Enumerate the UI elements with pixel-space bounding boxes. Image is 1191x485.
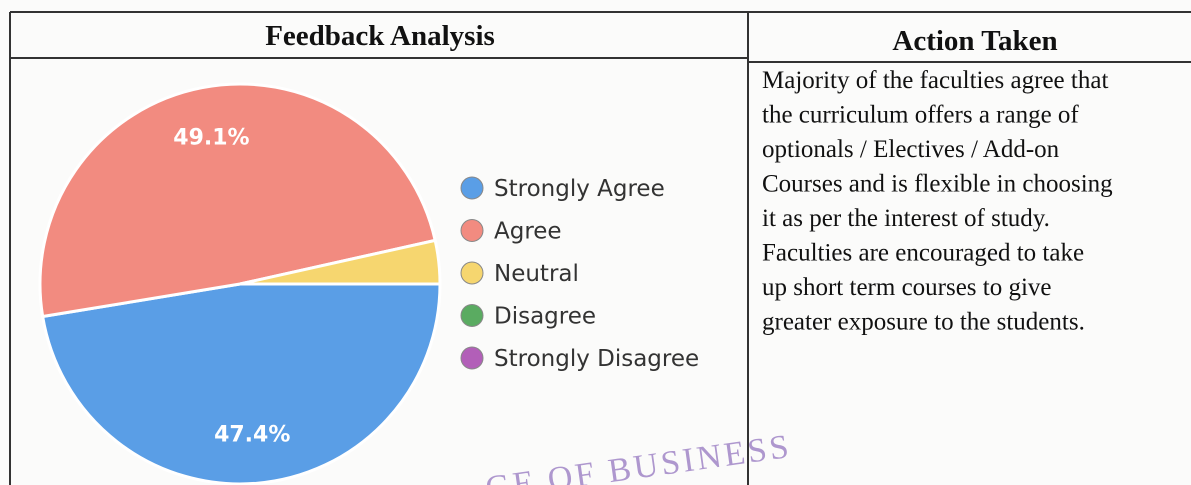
pie-slice (38, 82, 437, 319)
action-line: up short term courses to give (762, 274, 1052, 301)
action-line: optionals / Electives / Add-on (762, 136, 1060, 163)
pie-slice (40, 282, 442, 485)
legend-label: Strongly Disagree (494, 346, 699, 372)
pie-slice (239, 238, 442, 286)
legend-swatch (460, 176, 484, 200)
header: Action Taken (892, 25, 1057, 57)
header: Feedback Analysis (265, 20, 495, 52)
action-line: Faculties are encouraged to take (762, 240, 1084, 267)
action-line: it as per the interest of study. (762, 205, 1050, 232)
action-line: Courses and is flexible in choosing (762, 171, 1113, 198)
legend-label: Agree (494, 219, 562, 245)
slice-label: 49.1% (173, 126, 249, 151)
legend-label: Strongly Agree (494, 176, 665, 202)
action-line: greater exposure to the students. (762, 309, 1085, 336)
slice-label: 47.4% (214, 422, 290, 447)
legend: Strongly Agree Agree Neutral Disagree Strong… (460, 176, 699, 372)
legend-swatch (460, 346, 484, 370)
pie-chart: 47.4% 49.1% (38, 82, 442, 485)
action-line: Majority of the faculties agree that (762, 67, 1108, 94)
legend-label: Neutral (494, 261, 579, 287)
legend-label: Disagree (494, 304, 596, 330)
action-line: the curriculum offers a range of (762, 102, 1079, 129)
legend-swatch (460, 261, 484, 285)
legend-swatch (460, 219, 484, 242)
action-text: Majority of the faculties agree that the … (762, 67, 1113, 336)
legend-swatch (460, 304, 484, 327)
